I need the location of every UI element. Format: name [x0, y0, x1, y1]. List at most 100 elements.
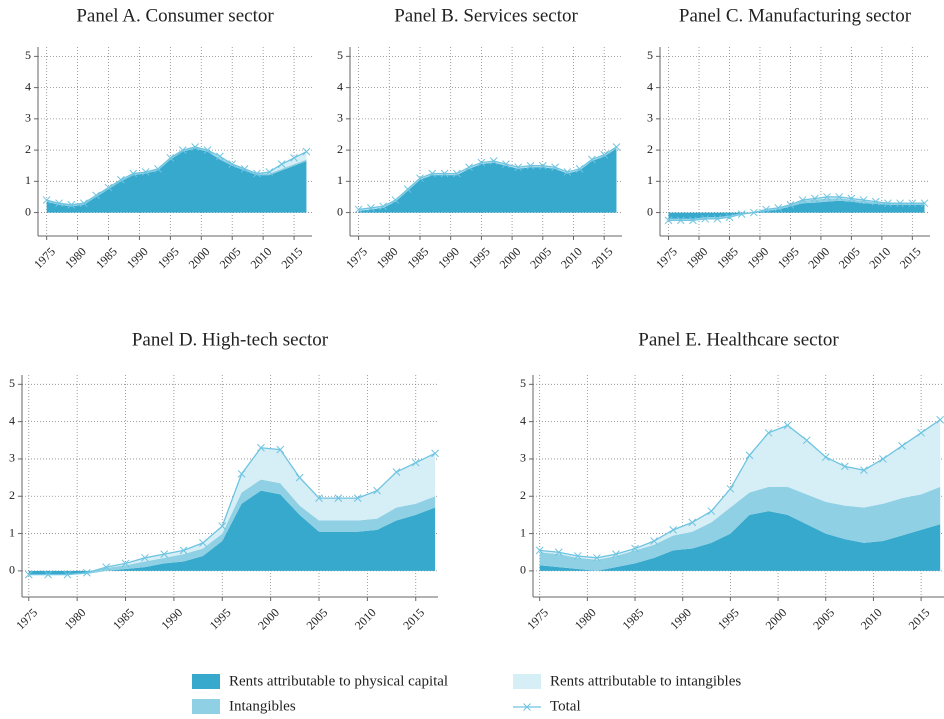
- total-marker: [218, 522, 227, 530]
- total-marker: [440, 169, 449, 178]
- total-marker: [166, 154, 175, 162]
- total-marker: [82, 568, 91, 577]
- panel-title: Panel C. Manufacturing sector: [679, 5, 912, 26]
- total-marker: [920, 199, 929, 208]
- total-marker: [178, 146, 187, 154]
- legend: Rents attributable to physical capital In…: [192, 673, 741, 714]
- total-marker: [600, 150, 609, 159]
- x-tick-label: 1990: [158, 605, 185, 632]
- x-tick-label: 1980: [683, 244, 710, 271]
- total-marker: [707, 507, 716, 516]
- y-tick-label: 2: [647, 142, 653, 156]
- x-tick-label: 1985: [404, 244, 431, 271]
- area: [28, 479, 436, 575]
- total-marker: [240, 164, 249, 173]
- total-marker: [79, 199, 88, 208]
- x-tick-label: 1975: [524, 605, 551, 632]
- y-tick-label: 1: [337, 173, 343, 187]
- x-tick-label: 1995: [155, 244, 182, 271]
- y-tick-label: 2: [520, 488, 526, 502]
- y-tick-label: 2: [337, 142, 343, 156]
- total-marker: [689, 216, 697, 225]
- total-marker: [664, 216, 673, 225]
- x-tick-label: 2015: [279, 244, 306, 271]
- total-line: [668, 196, 925, 222]
- total-marker: [650, 537, 658, 545]
- total-marker: [860, 466, 868, 474]
- y-tick-label: 3: [337, 111, 343, 125]
- total-marker: [750, 208, 758, 217]
- y-tick-label: 1: [9, 525, 15, 539]
- total-marker: [588, 155, 596, 164]
- total-marker: [701, 214, 709, 223]
- y-tick-label: 5: [337, 48, 343, 62]
- y-tick-label: 0: [647, 204, 653, 218]
- total-marker: [612, 143, 621, 151]
- total-marker: [353, 494, 362, 502]
- legend-label: Rents attributable to physical capital: [229, 673, 448, 689]
- total-marker: [786, 200, 795, 209]
- total-line: [539, 419, 941, 559]
- area: [46, 148, 307, 213]
- total-marker: [859, 196, 868, 204]
- y-tick-label: 5: [9, 376, 15, 390]
- x-tick-label: 2005: [810, 605, 837, 632]
- total-marker: [290, 154, 298, 162]
- legend-label: Rents attributable to intangibles: [550, 673, 741, 689]
- y-tick-label: 4: [647, 79, 653, 93]
- total-marker: [535, 546, 544, 555]
- total-marker: [121, 559, 130, 568]
- x-tick-label: 2015: [589, 244, 616, 271]
- total-marker: [725, 213, 734, 222]
- x-tick-label: 2015: [906, 605, 933, 632]
- total-marker: [276, 445, 285, 454]
- total-marker: [884, 199, 892, 208]
- total-line: [46, 146, 307, 206]
- area: [539, 511, 941, 571]
- y-tick-label: 5: [25, 48, 31, 62]
- total-marker: [713, 214, 722, 223]
- total-marker: [117, 175, 125, 184]
- total-marker: [676, 216, 685, 225]
- x-tick-label: 2010: [248, 244, 275, 271]
- x-tick-label: 1985: [620, 605, 647, 632]
- x-tick-label: 1990: [435, 244, 462, 271]
- x-tick-label: 2010: [558, 244, 585, 271]
- total-marker: [798, 196, 807, 204]
- y-tick-label: 1: [647, 173, 653, 187]
- panel-title: Panel E. Healthcare sector: [638, 329, 839, 350]
- total-marker: [302, 147, 311, 156]
- x-tick-label: 2010: [866, 244, 893, 271]
- total-marker: [573, 552, 582, 560]
- total-marker: [917, 428, 925, 437]
- x-tick-label: 2005: [303, 605, 330, 632]
- area: [539, 486, 941, 571]
- x-tick-label: 1975: [343, 244, 370, 271]
- x-tick-label: 1995: [466, 244, 493, 271]
- total-marker: [179, 546, 188, 555]
- x-tick-label: 2000: [186, 244, 213, 271]
- total-marker: [411, 458, 420, 467]
- x-tick-label: 2015: [897, 244, 924, 271]
- total-marker: [631, 544, 639, 553]
- total-marker: [762, 205, 770, 214]
- y-tick-label: 5: [647, 48, 653, 62]
- total-marker: [199, 539, 207, 547]
- y-tick-label: 1: [520, 525, 526, 539]
- panel-title: Panel A. Consumer sector: [76, 5, 274, 26]
- area: [539, 419, 941, 560]
- total-marker: [354, 205, 363, 214]
- total-marker: [295, 473, 304, 482]
- total-marker: [554, 548, 563, 557]
- area: [28, 447, 436, 575]
- total-marker: [257, 443, 265, 452]
- x-tick-label: 2005: [836, 244, 863, 271]
- x-tick-label: 1995: [715, 605, 742, 632]
- total-marker: [24, 570, 33, 579]
- total-marker: [896, 199, 904, 208]
- legend-swatch: [192, 699, 220, 714]
- panel-title: Panel B. Services sector: [394, 5, 578, 26]
- total-marker: [847, 194, 856, 203]
